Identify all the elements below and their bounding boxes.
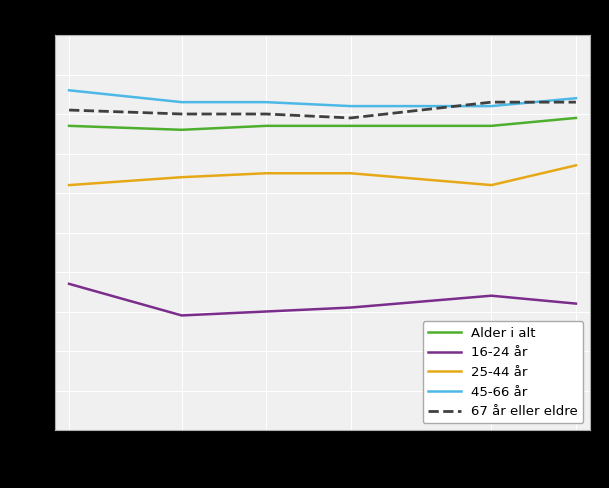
Line: 16-24 år: 16-24 år [69,284,576,315]
67 år eller eldre [572,99,580,105]
45-66 år [572,95,580,101]
45-66 år [65,87,72,93]
Legend: Alder i alt, 16-24 år, 25-44 år, 45-66 år, 67 år eller eldre: Alder i alt, 16-24 år, 25-44 år, 45-66 å… [423,322,583,424]
Alder i alt [572,115,580,121]
45-66 år [347,103,354,109]
67 år eller eldre [262,111,270,117]
16-24 år [572,301,580,306]
45-66 år [178,99,185,105]
Line: 45-66 år: 45-66 år [69,90,576,106]
16-24 år [262,308,270,314]
25-44 år [572,163,580,168]
16-24 år [178,312,185,318]
Alder i alt [178,127,185,133]
45-66 år [262,99,270,105]
Alder i alt [65,123,72,129]
67 år eller eldre [65,107,72,113]
Alder i alt [262,123,270,129]
16-24 år [347,305,354,310]
Alder i alt [347,123,354,129]
16-24 år [488,293,495,299]
45-66 år [488,103,495,109]
25-44 år [262,170,270,176]
Alder i alt [488,123,495,129]
Line: 25-44 år: 25-44 år [69,165,576,185]
67 år eller eldre [488,99,495,105]
25-44 år [65,182,72,188]
16-24 år [65,281,72,287]
25-44 år [347,170,354,176]
25-44 år [178,174,185,180]
67 år eller eldre [347,115,354,121]
Line: Alder i alt: Alder i alt [69,118,576,130]
67 år eller eldre [178,111,185,117]
Line: 67 år eller eldre: 67 år eller eldre [69,102,576,118]
25-44 år [488,182,495,188]
